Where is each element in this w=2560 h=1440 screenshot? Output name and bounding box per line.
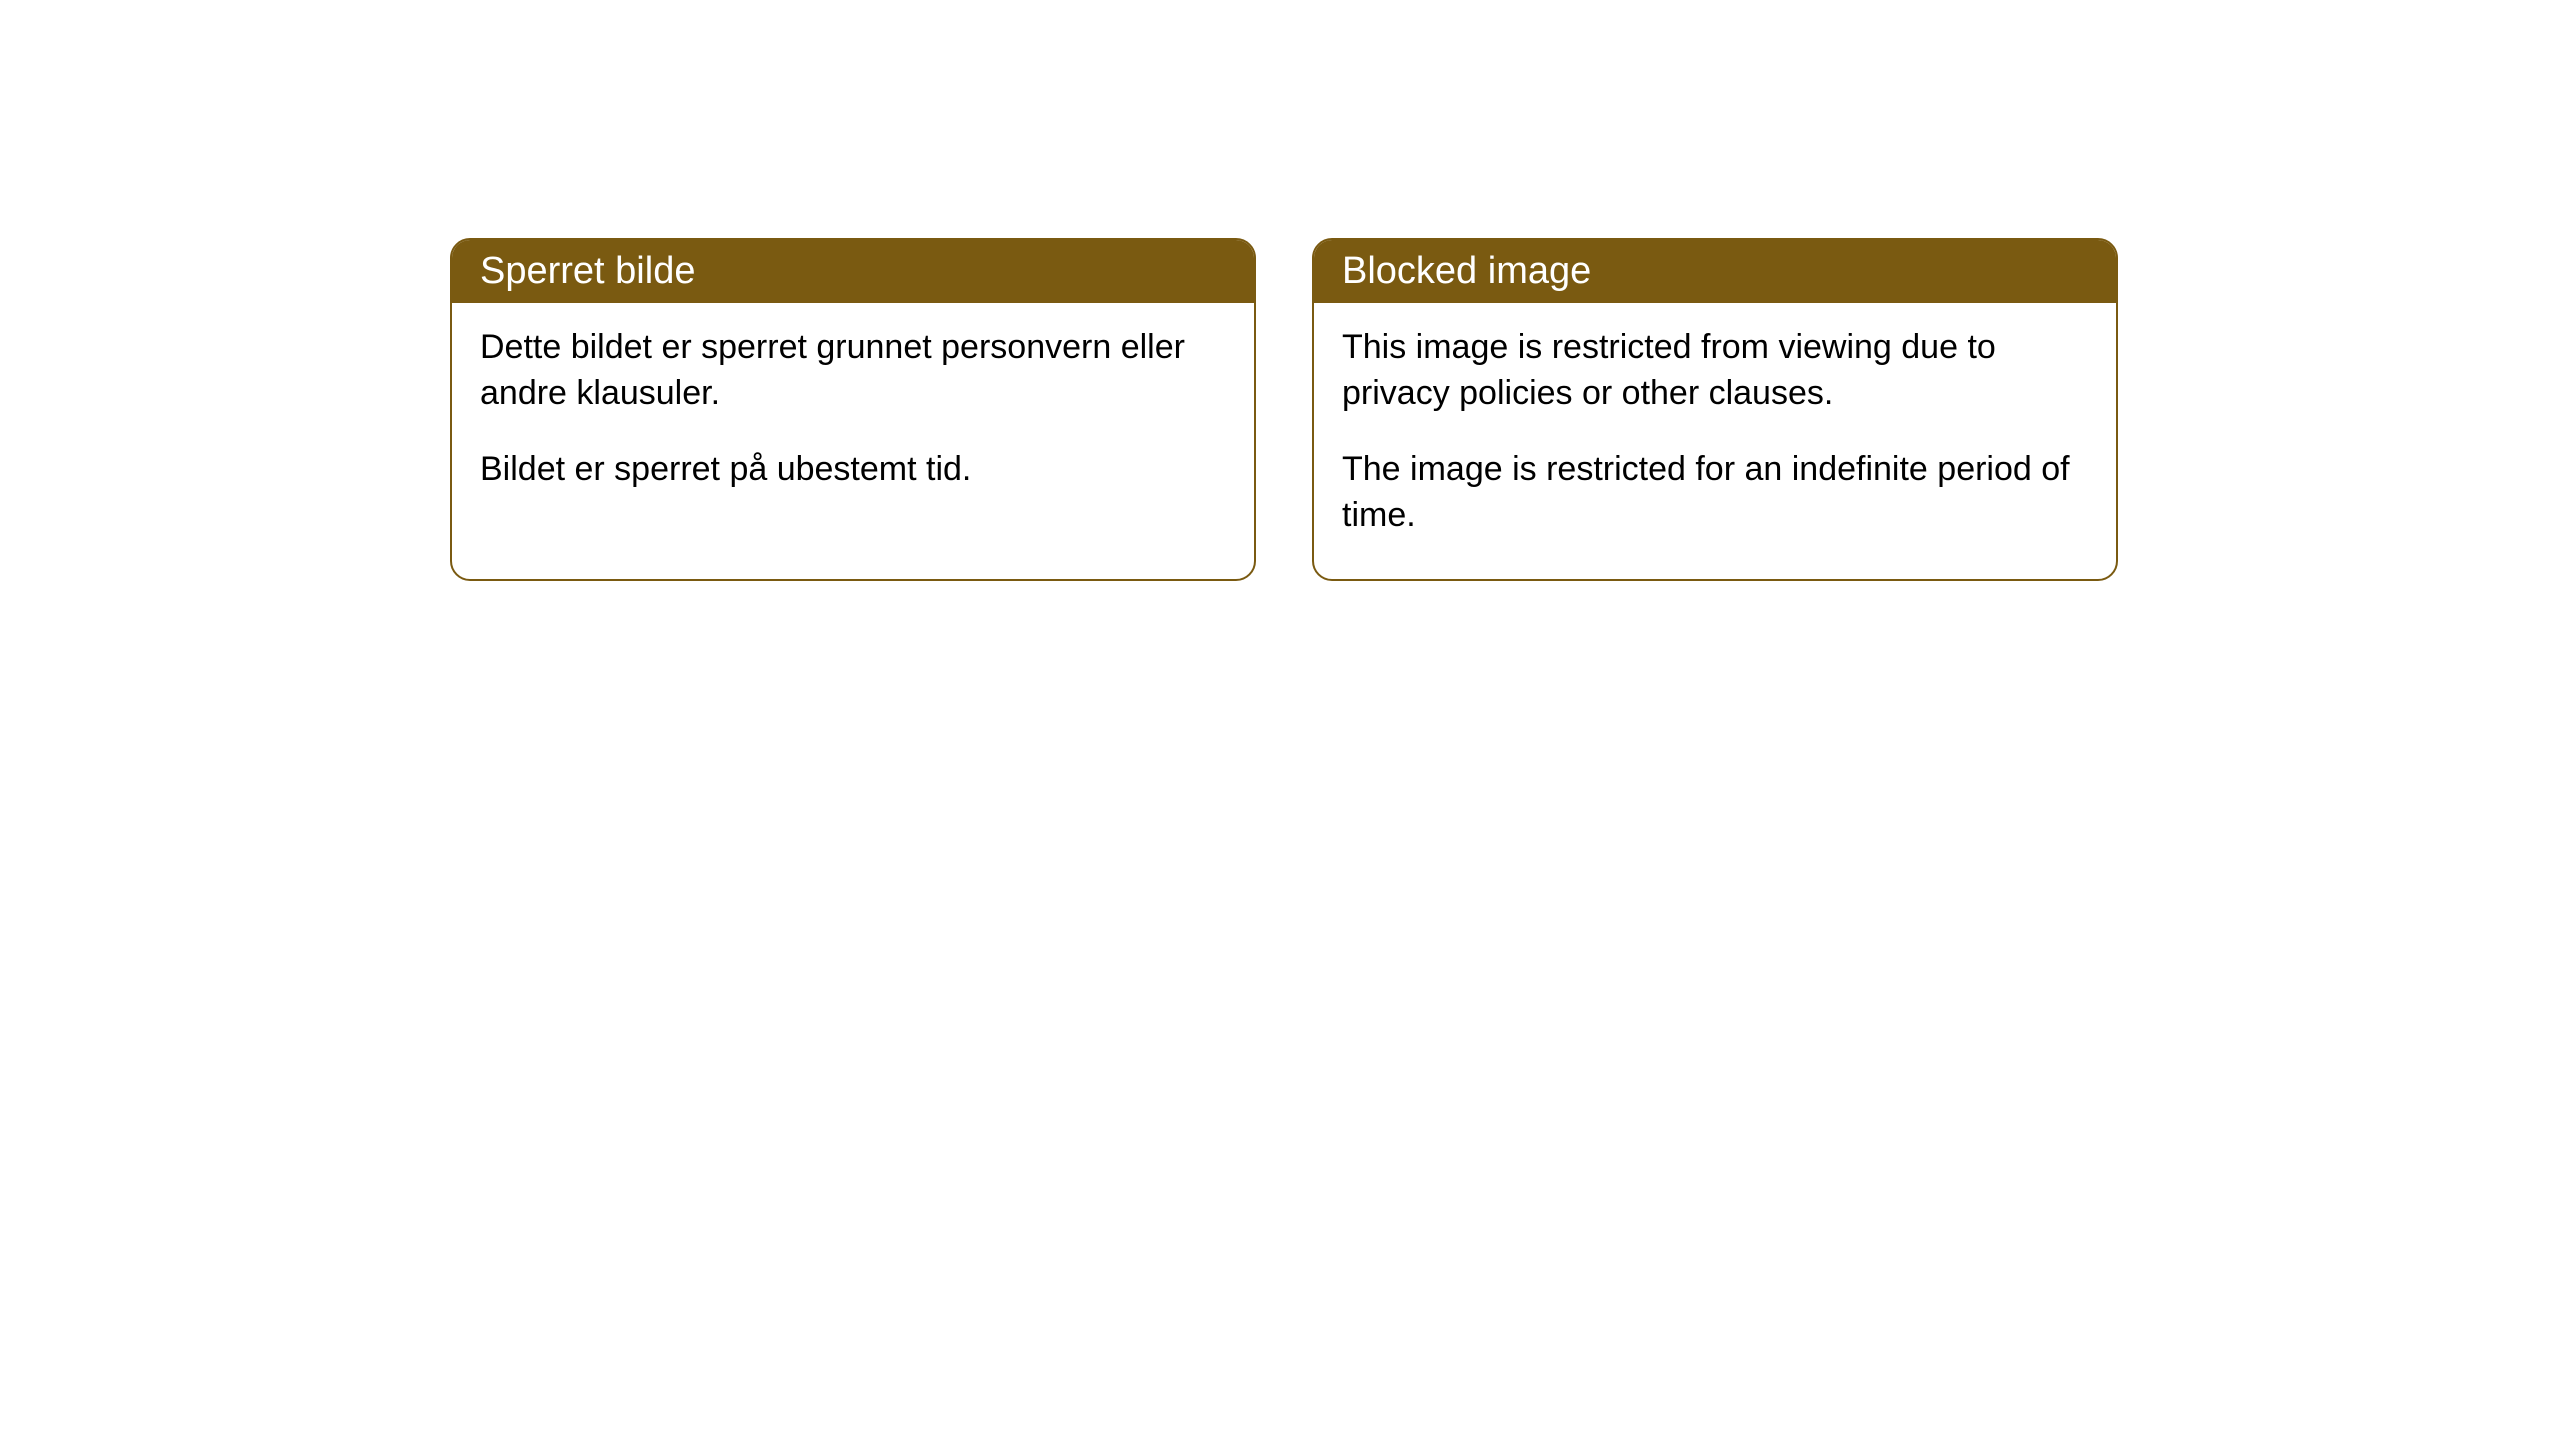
card-norwegian-para2: Bildet er sperret på ubestemt tid. (480, 447, 1226, 493)
card-english-para2: The image is restricted for an indefinit… (1342, 447, 2088, 539)
card-norwegian: Sperret bilde Dette bildet er sperret gr… (450, 238, 1256, 581)
card-english-header: Blocked image (1314, 240, 2116, 303)
cards-container: Sperret bilde Dette bildet er sperret gr… (450, 238, 2118, 581)
card-norwegian-body: Dette bildet er sperret grunnet personve… (452, 303, 1254, 533)
card-english: Blocked image This image is restricted f… (1312, 238, 2118, 581)
card-norwegian-header: Sperret bilde (452, 240, 1254, 303)
card-norwegian-para1: Dette bildet er sperret grunnet personve… (480, 325, 1226, 417)
card-english-body: This image is restricted from viewing du… (1314, 303, 2116, 579)
card-english-para1: This image is restricted from viewing du… (1342, 325, 2088, 417)
